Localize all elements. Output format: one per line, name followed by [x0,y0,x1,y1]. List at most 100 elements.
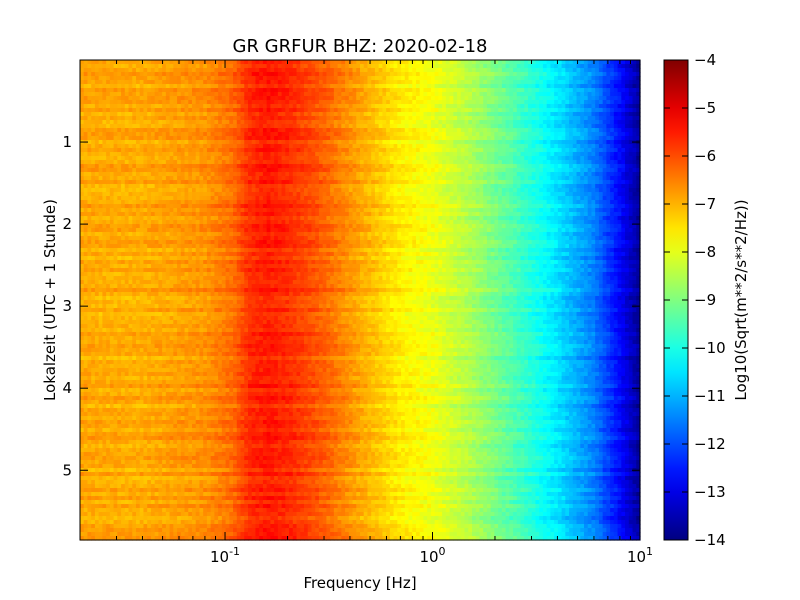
heatmap-cell [229,356,234,361]
heatmap-cell [203,424,208,429]
heatmap-cell [113,300,118,305]
heatmap-cell [136,364,141,369]
heatmap-cell [98,408,103,413]
heatmap-cell [158,500,163,505]
heatmap-cell [173,320,178,325]
heatmap-cell [139,376,145,381]
heatmap-cell [169,512,174,517]
heatmap-cell [192,432,197,437]
heatmap-cell [136,528,141,533]
heatmap-cell [184,272,189,277]
heatmap-cell [117,148,122,153]
heatmap-cell [206,500,212,505]
heatmap-cell [165,92,171,97]
heatmap-cell [225,320,230,325]
heatmap-cell [233,328,238,333]
heatmap-cell [147,272,152,277]
heatmap-cell [188,412,193,417]
heatmap-cell [102,344,107,349]
heatmap-cell [109,124,115,129]
heatmap-cell [206,236,212,241]
heatmap-cell [154,356,159,361]
heatmap-cell [177,428,182,433]
heatmap-cell [94,120,100,125]
heatmap-cell [154,236,159,241]
heatmap-cell [233,284,238,289]
heatmap-cell [214,404,219,409]
heatmap-cell [128,364,133,369]
heatmap-cell [150,236,156,241]
heatmap-cell [136,448,141,453]
heatmap-cell [177,340,182,345]
heatmap-cell [173,184,178,189]
heatmap-cell [154,148,159,153]
heatmap-cell [210,432,215,437]
heatmap-cell [117,404,122,409]
heatmap-cell [221,404,227,409]
heatmap-cell [117,284,122,289]
heatmap-cell [218,352,223,357]
heatmap-cell [180,120,186,125]
heatmap-cell [210,104,215,109]
heatmap-cell [210,228,215,233]
heatmap-cell [229,460,234,465]
heatmap-cell [98,488,103,493]
heatmap-cell [192,120,197,125]
heatmap-cell [143,172,148,177]
heatmap-cell [80,288,85,293]
heatmap-cell [94,316,100,321]
heatmap-cell [106,388,111,393]
heatmap-cell [188,192,193,197]
heatmap-cell [150,452,156,457]
heatmap-cell [109,400,115,405]
heatmap-cell [143,328,148,333]
heatmap-cell [233,192,238,197]
heatmap-cell [195,236,201,241]
heatmap-cell [113,384,118,389]
heatmap-cell [94,328,100,333]
heatmap-cell [214,504,219,509]
heatmap-cell [98,312,103,317]
heatmap-cell [158,220,163,225]
heatmap-cell [199,376,204,381]
heatmap-cell [113,304,118,309]
heatmap-cell [221,332,227,337]
heatmap-cell [94,192,100,197]
heatmap-cell [139,480,145,485]
heatmap-cell [218,388,223,393]
heatmap-cell [188,68,193,73]
heatmap-cell [195,440,201,445]
heatmap-cell [109,324,115,329]
heatmap-cell [184,448,189,453]
heatmap-cell [124,444,130,449]
heatmap-cell [214,424,219,429]
heatmap-cell [173,128,178,133]
heatmap-cell [192,404,197,409]
heatmap-cell [177,500,182,505]
heatmap-cell [206,316,212,321]
heatmap-cell [173,484,178,489]
heatmap-cell [177,496,182,501]
heatmap-cell [210,420,215,425]
heatmap-cell [94,484,100,489]
heatmap-cell [98,200,103,205]
heatmap-cell [158,324,163,329]
heatmap-cell [214,136,219,141]
heatmap-cell [199,364,204,369]
heatmap-cell [225,244,230,249]
heatmap-cell [113,296,118,301]
heatmap-cell [206,80,212,85]
heatmap-cell [136,452,141,457]
heatmap-cell [165,340,171,345]
heatmap-cell [147,512,152,517]
heatmap-cell [206,484,212,489]
heatmap-cell [139,116,145,121]
heatmap-cell [162,76,167,81]
heatmap-cell [180,60,186,65]
heatmap-cell [206,228,212,233]
heatmap-cell [173,156,178,161]
heatmap-cell [136,500,141,505]
heatmap-cell [158,404,163,409]
heatmap-cell [154,368,159,373]
heatmap-cell [139,512,145,517]
